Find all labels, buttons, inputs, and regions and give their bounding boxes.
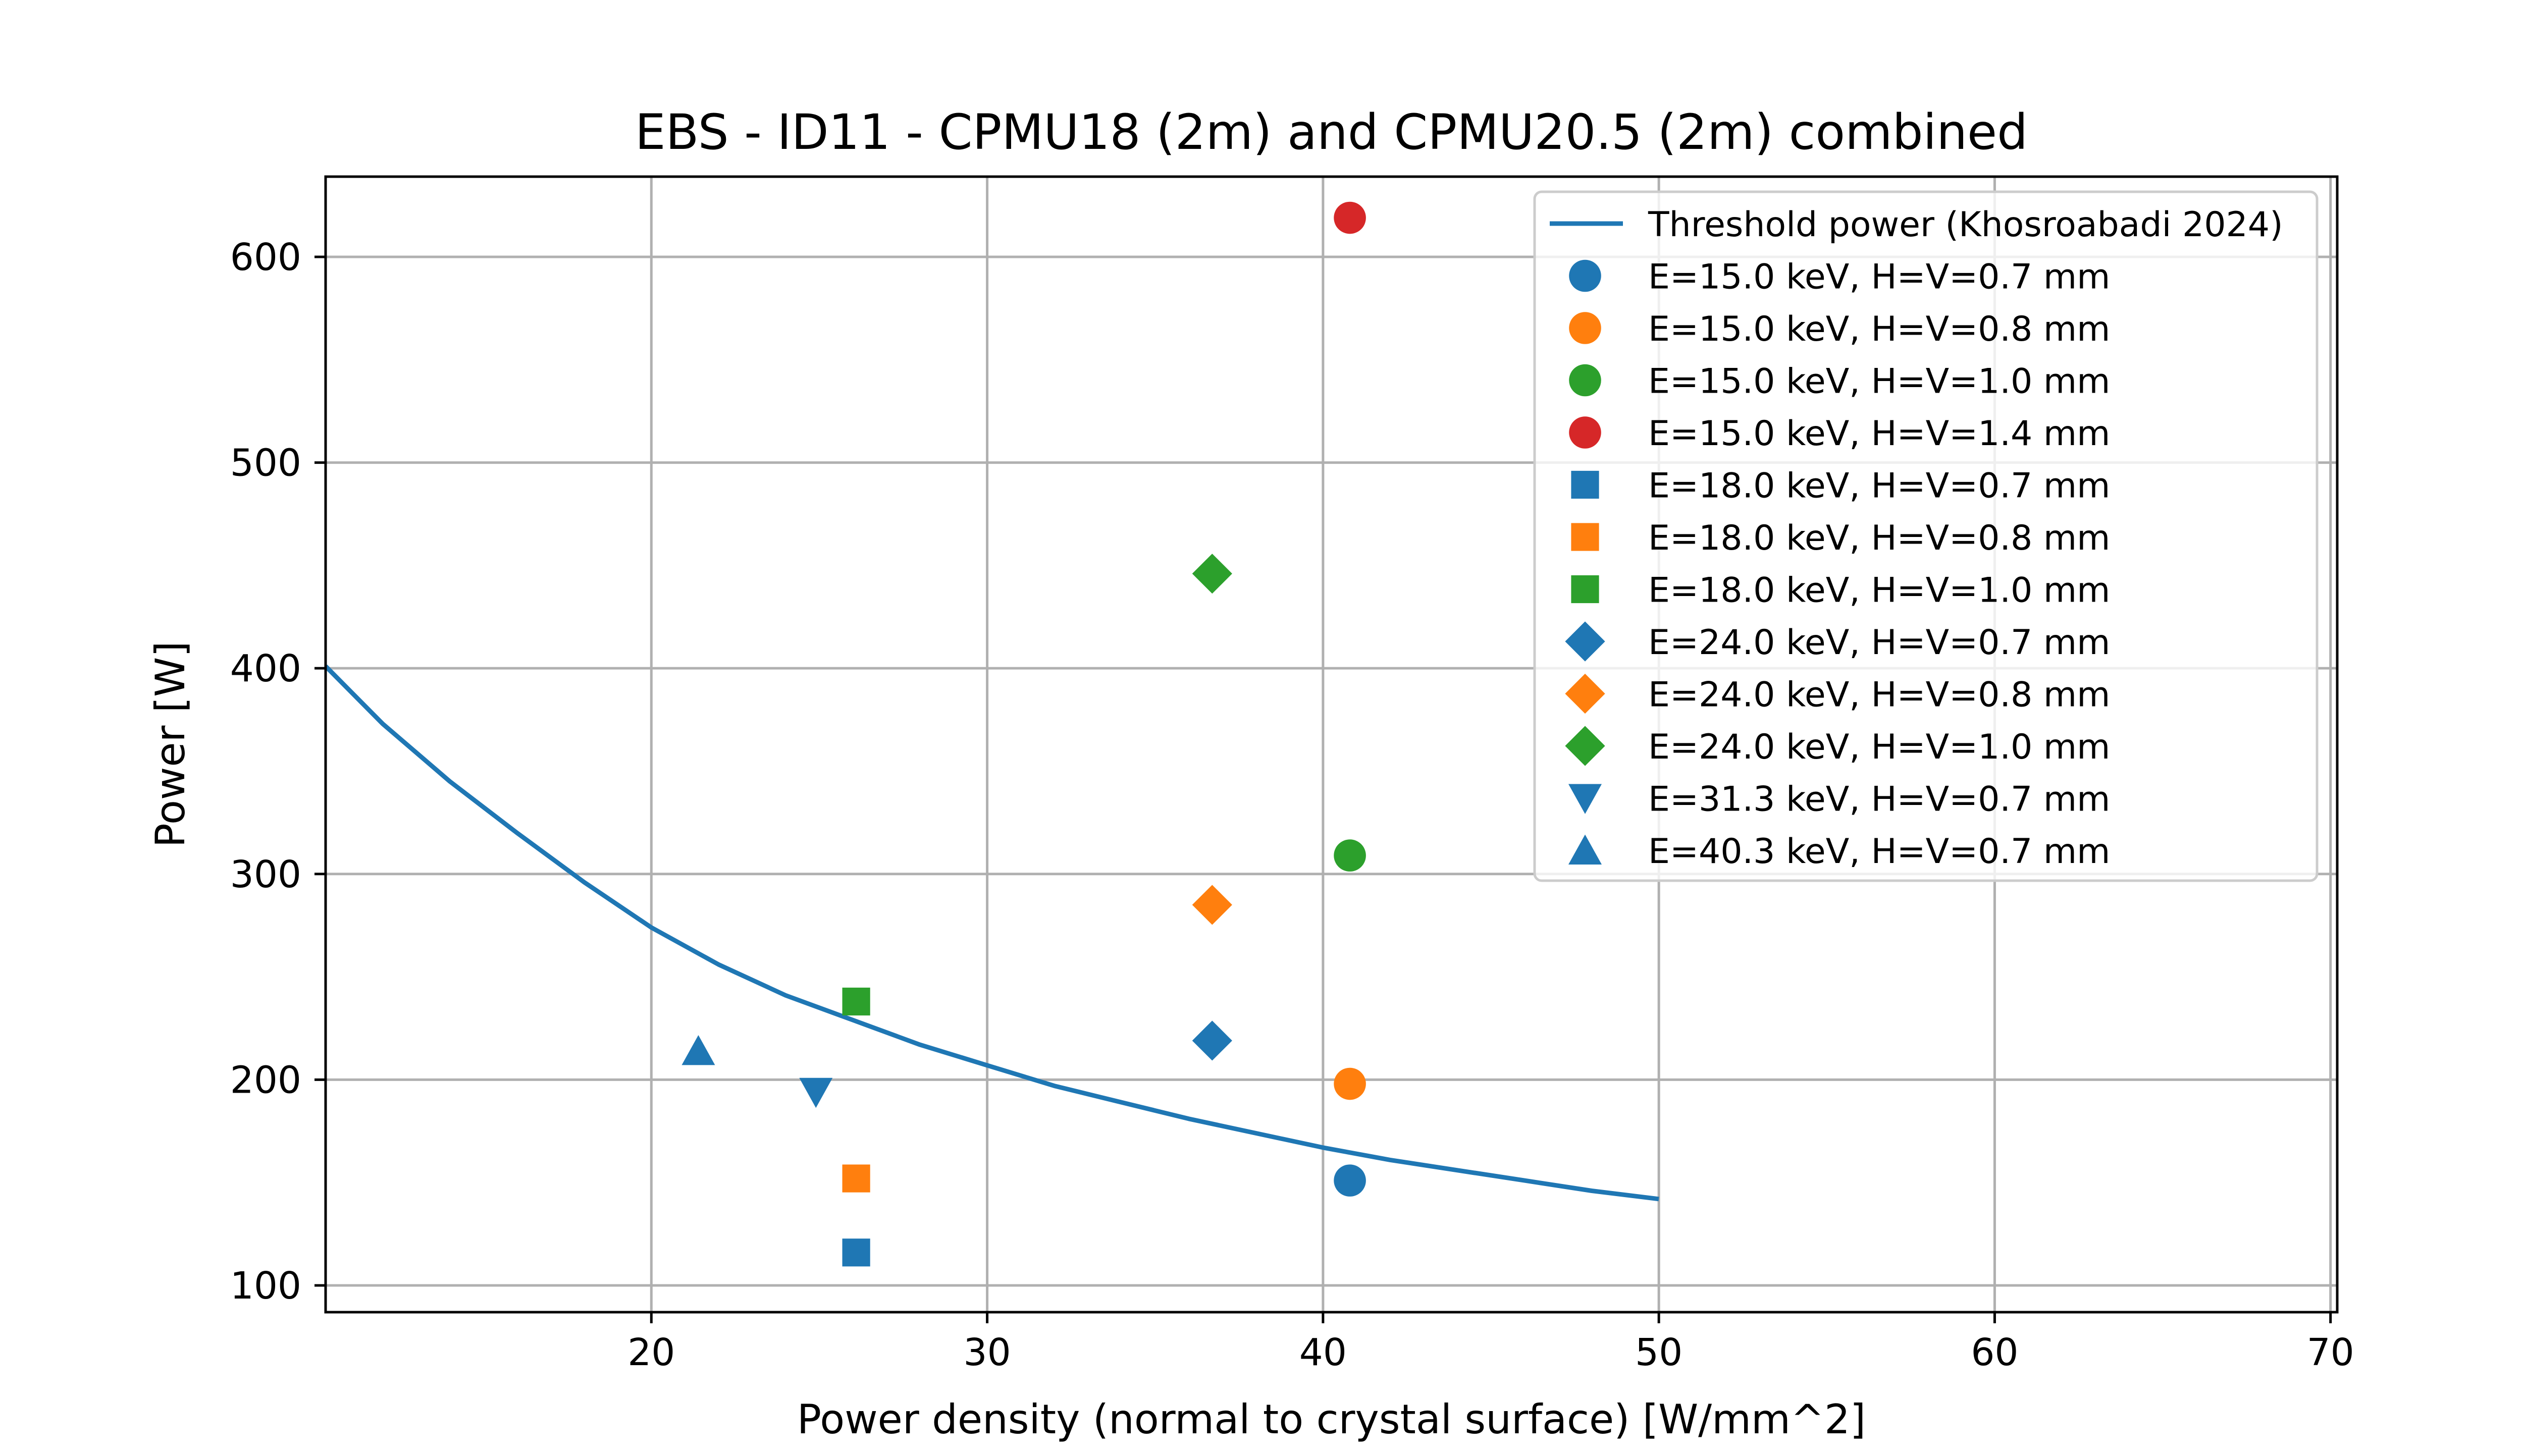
y-axis-label: Power [W] <box>147 641 194 848</box>
data-point-diamond <box>1192 1020 1232 1061</box>
data-point-triangle-up <box>681 1035 715 1065</box>
x-tick-label: 40 <box>1299 1331 1347 1374</box>
plot-frame <box>324 175 2339 1314</box>
legend-label: E=31.3 keV, H=V=0.7 mm <box>1648 780 2110 820</box>
data-point-circle <box>1334 1067 1366 1100</box>
x-axis-label: Power density (normal to crystal surface… <box>797 1396 1866 1443</box>
legend-label: E=15.0 keV, H=V=1.4 mm <box>1648 414 2110 454</box>
legend-marker-diamond <box>1565 726 1605 766</box>
legend-label: E=24.0 keV, H=V=0.7 mm <box>1648 623 2110 663</box>
data-point-square <box>842 987 870 1016</box>
axis-ticks: 20 30 40 50 60 70 100 200 300 400 500 600 <box>230 236 2354 1374</box>
x-tick-label: 20 <box>627 1331 675 1374</box>
legend-label: E=18.0 keV, H=V=0.8 mm <box>1648 518 2110 558</box>
legend-label: E=24.0 keV, H=V=0.8 mm <box>1648 675 2110 715</box>
data-point-circle <box>1334 201 1366 234</box>
y-tick-label: 200 <box>230 1058 301 1102</box>
data-point-diamond <box>1192 554 1232 594</box>
data-point-circle <box>1334 839 1366 872</box>
legend-marker-triangle-up <box>1568 834 1602 865</box>
threshold-curve-layer <box>324 664 1659 1202</box>
legend-label: E=15.0 keV, H=V=1.0 mm <box>1648 362 2110 402</box>
y-tick-label: 400 <box>230 647 301 690</box>
data-point-circle <box>1334 1164 1366 1197</box>
legend-label: E=18.0 keV, H=V=1.0 mm <box>1648 571 2110 611</box>
data-point-triangle-down <box>799 1077 833 1108</box>
legend: Threshold power (Khosroabadi 2024) E=15.0… <box>1533 190 2319 882</box>
legend-label: E=15.0 keV, H=V=0.8 mm <box>1648 309 2110 349</box>
legend-marker-diamond <box>1565 621 1605 662</box>
legend-marker-square <box>1571 575 1599 604</box>
legend-label: E=15.0 keV, H=V=0.7 mm <box>1648 257 2110 297</box>
x-tick-label: 30 <box>964 1331 1011 1374</box>
legend-marker-circle <box>1569 364 1601 397</box>
legend-label: E=40.3 keV, H=V=0.7 mm <box>1648 832 2110 872</box>
legend-marker-circle <box>1569 416 1601 449</box>
data-point-square <box>842 1238 870 1267</box>
y-tick-label: 600 <box>230 236 301 279</box>
legend-marker-diamond <box>1565 673 1605 714</box>
data-point-square <box>842 1164 870 1193</box>
x-tick-label: 50 <box>1635 1331 1682 1374</box>
x-tick-label: 70 <box>2307 1331 2354 1374</box>
threshold-power-line <box>324 664 1659 1202</box>
y-tick-label: 500 <box>230 442 301 485</box>
legend-box <box>1533 190 2319 882</box>
legend-label: E=24.0 keV, H=V=1.0 mm <box>1648 727 2110 767</box>
data-points-layer <box>681 201 1366 1267</box>
y-tick-label: 100 <box>230 1264 301 1308</box>
legend-label: E=18.0 keV, H=V=0.7 mm <box>1648 466 2110 506</box>
y-tick-label: 300 <box>230 853 301 896</box>
data-point-diamond <box>1192 885 1232 925</box>
legend-marker-circle <box>1569 312 1601 344</box>
chart-title: EBS - ID11 - CPMU18 (2m) and CPMU20.5 (2… <box>635 104 2028 160</box>
legend-label: Threshold power (Khosroabadi 2024) <box>1648 205 2283 245</box>
legend-marker-square <box>1571 470 1599 499</box>
legend-marker-square <box>1571 523 1599 551</box>
x-tick-label: 60 <box>1971 1331 2018 1374</box>
legend-marker-circle <box>1569 259 1601 292</box>
legend-marker-triangle-down <box>1568 784 1602 814</box>
